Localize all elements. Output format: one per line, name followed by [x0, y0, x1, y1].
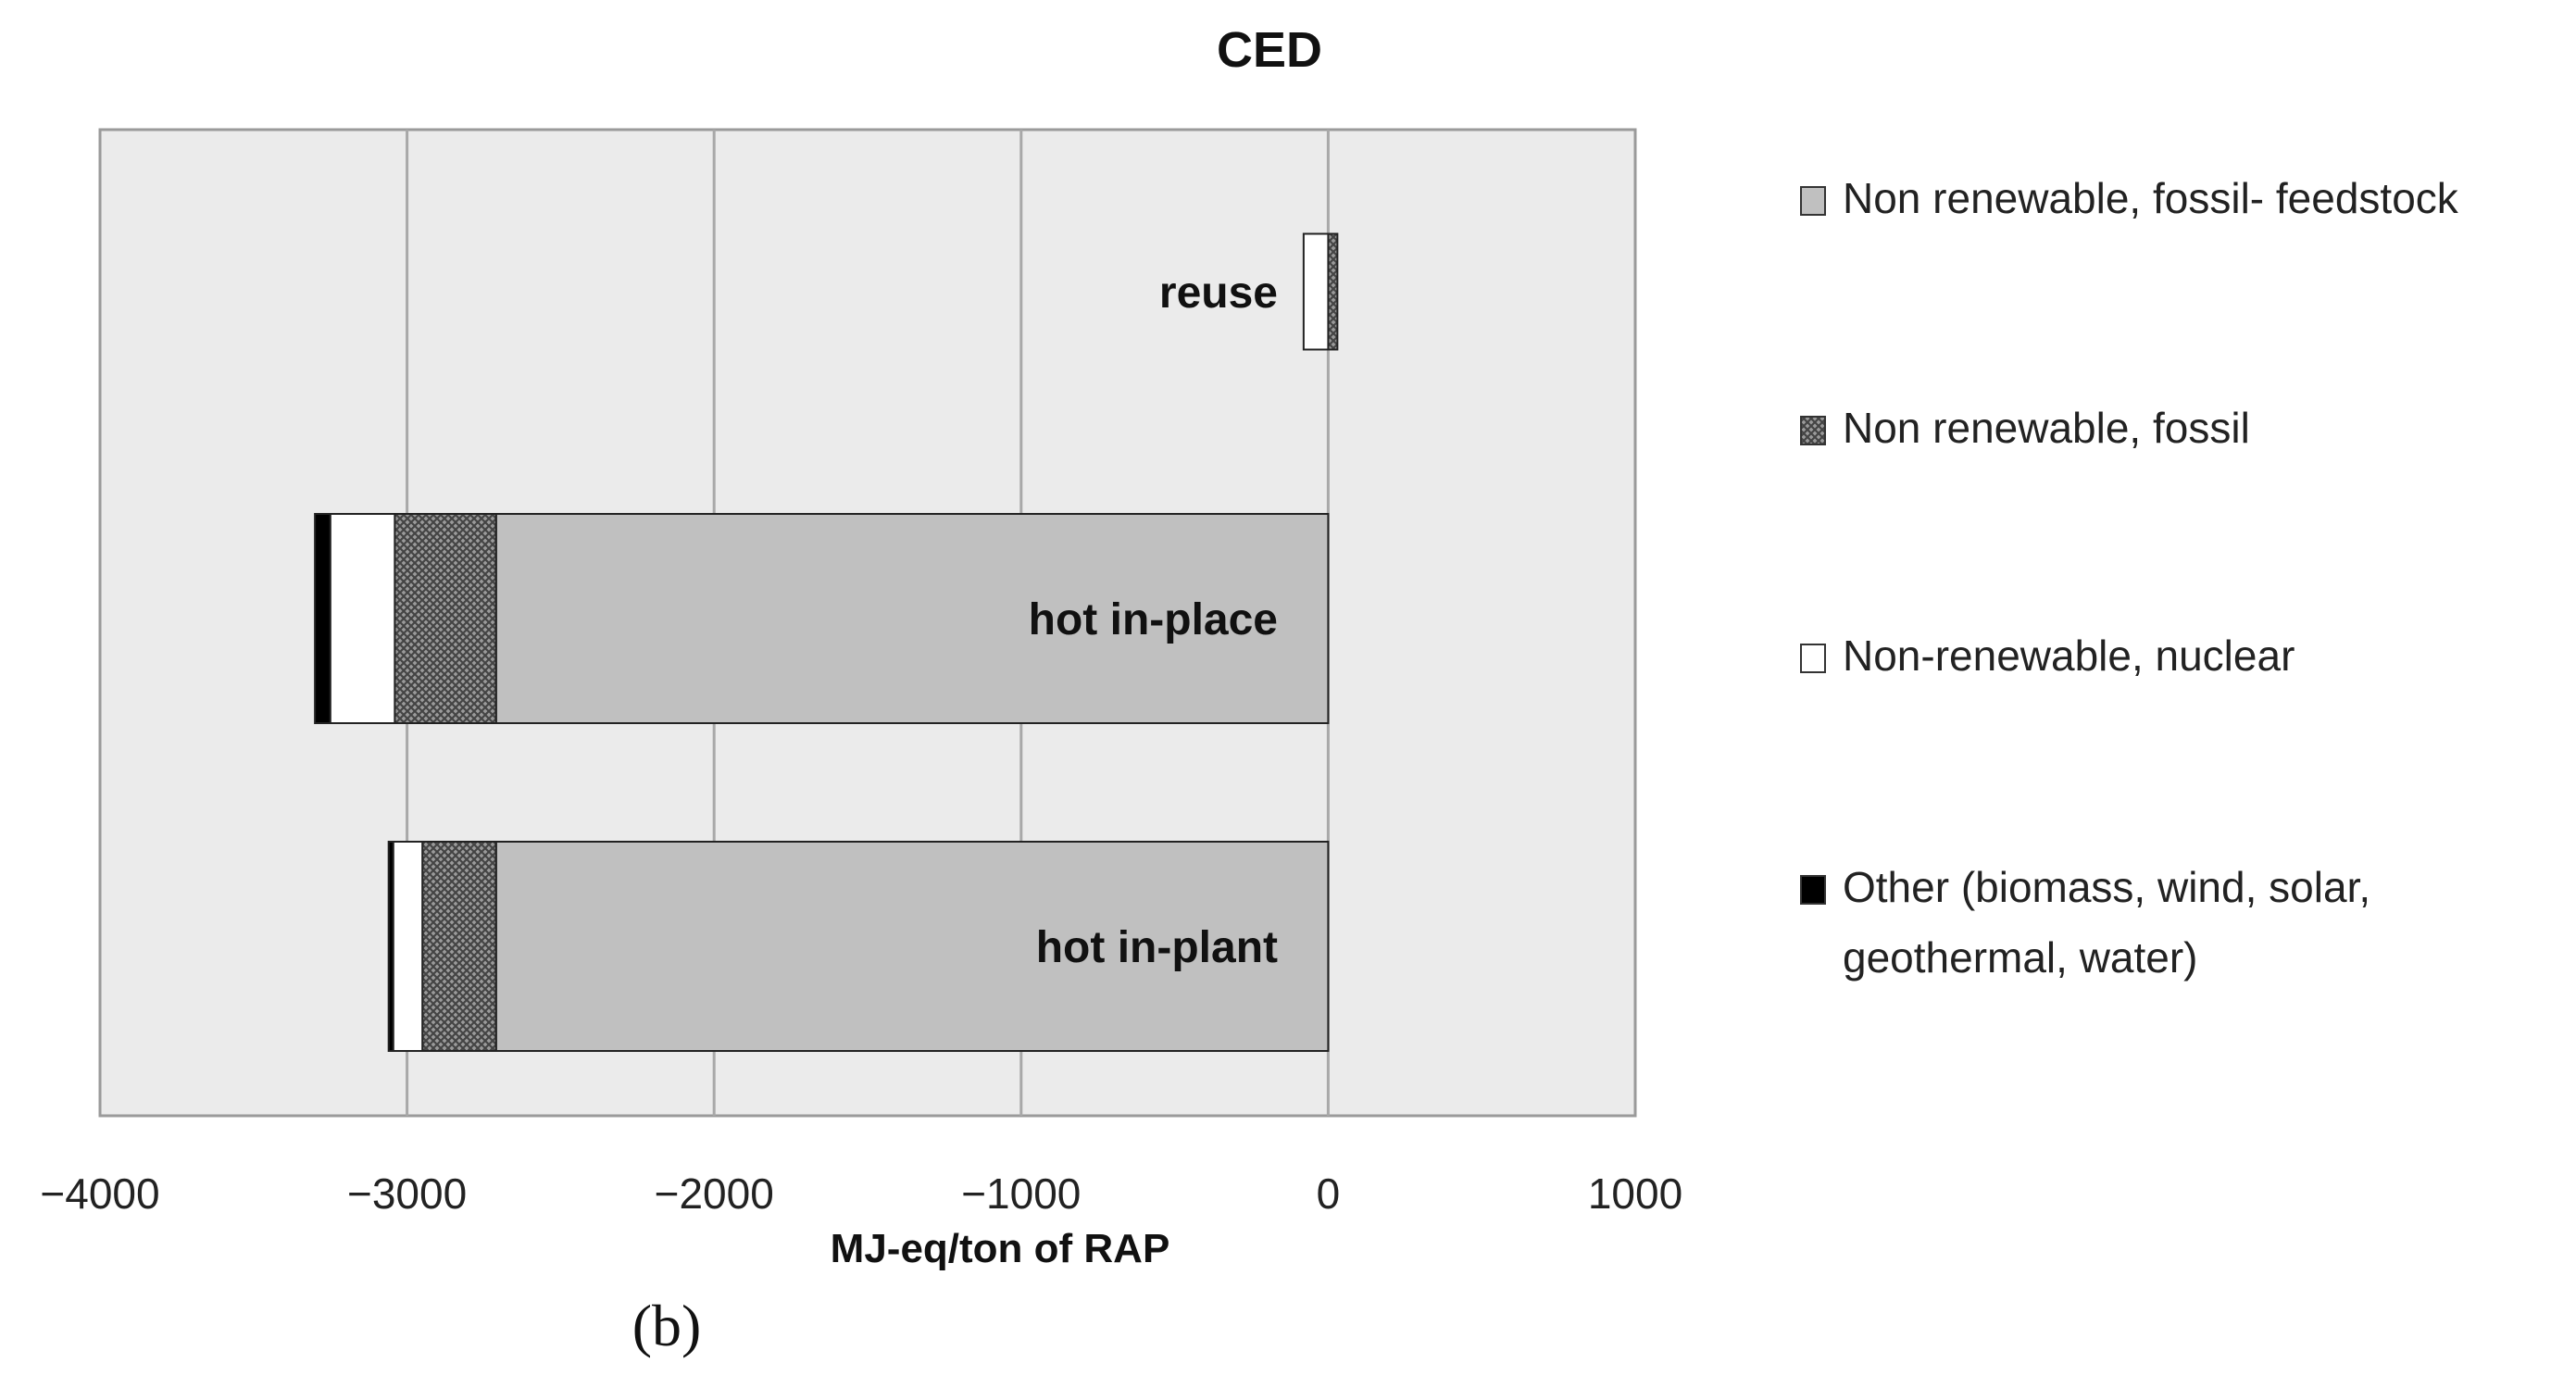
legend-swatch — [1800, 416, 1826, 445]
x-tick-label: 1000 — [1588, 1169, 1682, 1218]
bar-segment — [494, 841, 1330, 1052]
category-label: hot in-place — [1029, 595, 1278, 644]
x-axis-ticks: −4000 −3000 −2000 −1000 0 1000 — [40, 1169, 1682, 1218]
category-label: hot in-plant — [1036, 923, 1278, 972]
legend-label: Non renewable, fossil- feedstock — [1843, 174, 2459, 222]
category-label: reuse — [1159, 269, 1278, 318]
bar-segment — [392, 841, 424, 1052]
bar-segment — [387, 841, 394, 1052]
bar-segment — [329, 513, 396, 724]
x-axis-label: MJ-eq/ton of RAP — [831, 1226, 1170, 1271]
legend-swatch — [1800, 644, 1826, 673]
legend-swatch — [1800, 186, 1826, 216]
legend-label: Non-renewable, nuclear — [1843, 631, 2295, 680]
chart-title: CED — [1217, 22, 1322, 78]
x-tick-label: −3000 — [347, 1169, 467, 1218]
figure-caption: (b) — [631, 1293, 702, 1358]
legend-label: Other (biomass, wind, solar, geothermal, … — [1843, 863, 2370, 982]
bar-segment — [394, 513, 497, 724]
x-tick-label: 0 — [1317, 1169, 1341, 1218]
x-tick-label: −1000 — [961, 1169, 1081, 1218]
bars — [314, 232, 1339, 1052]
x-tick-label: −2000 — [655, 1169, 774, 1218]
bar-segment — [1302, 232, 1330, 351]
legend: Non renewable, fossil- feedstock Non rene… — [1800, 174, 2459, 982]
x-tick-label: −4000 — [40, 1169, 159, 1218]
bar-segment — [1327, 232, 1339, 351]
category-labels: reuse hot in-place hot in-plant — [1029, 269, 1278, 972]
legend-swatch — [1800, 875, 1826, 905]
legend-label: Non renewable, fossil — [1843, 404, 2250, 452]
bar-segment — [314, 513, 331, 724]
bar-segment — [421, 841, 497, 1052]
